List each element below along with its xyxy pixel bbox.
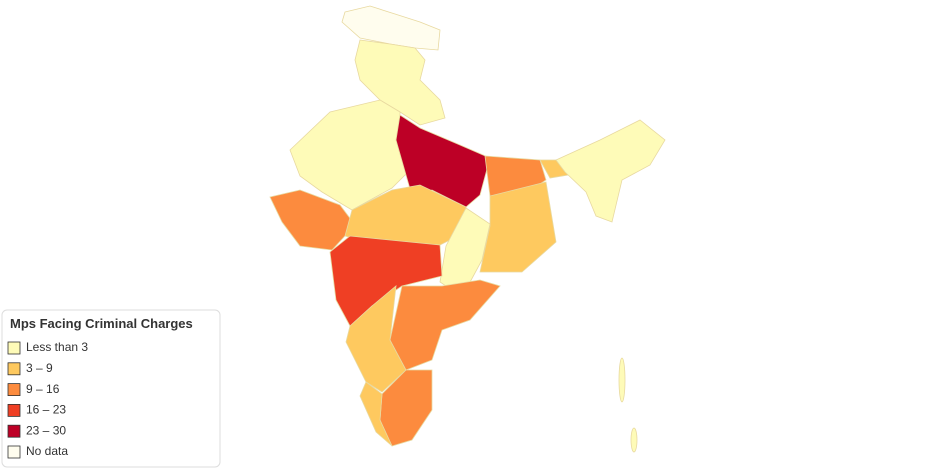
state[interactable] [479,181,557,273]
island[interactable] [630,427,638,453]
legend-swatch [7,424,21,438]
legend-label: 23 – 30 [26,423,66,437]
legend-swatch [7,341,21,355]
state[interactable] [269,189,356,251]
state[interactable] [389,279,501,371]
legend-swatch [7,362,21,376]
legend-label: 16 – 23 [26,403,66,417]
india-map [269,5,666,453]
legend-title: Mps Facing Criminal Charges [10,316,193,331]
legend-label: 9 – 16 [26,382,60,396]
state[interactable] [341,5,441,51]
legend-label: 3 – 9 [26,361,53,375]
legend-swatch [7,383,21,397]
state[interactable] [555,119,666,223]
legend-swatch [7,403,21,417]
state[interactable] [359,381,393,447]
island[interactable] [618,357,626,403]
legend-items: Less than 3 3 – 9 9 – 16 16 – 23 23 – 30 No d… [7,340,88,459]
legend-label: Less than 3 [26,340,88,354]
legend-label: No data [26,444,68,458]
state[interactable] [354,39,446,126]
legend-box [1,309,221,468]
legend-swatch [7,445,21,459]
